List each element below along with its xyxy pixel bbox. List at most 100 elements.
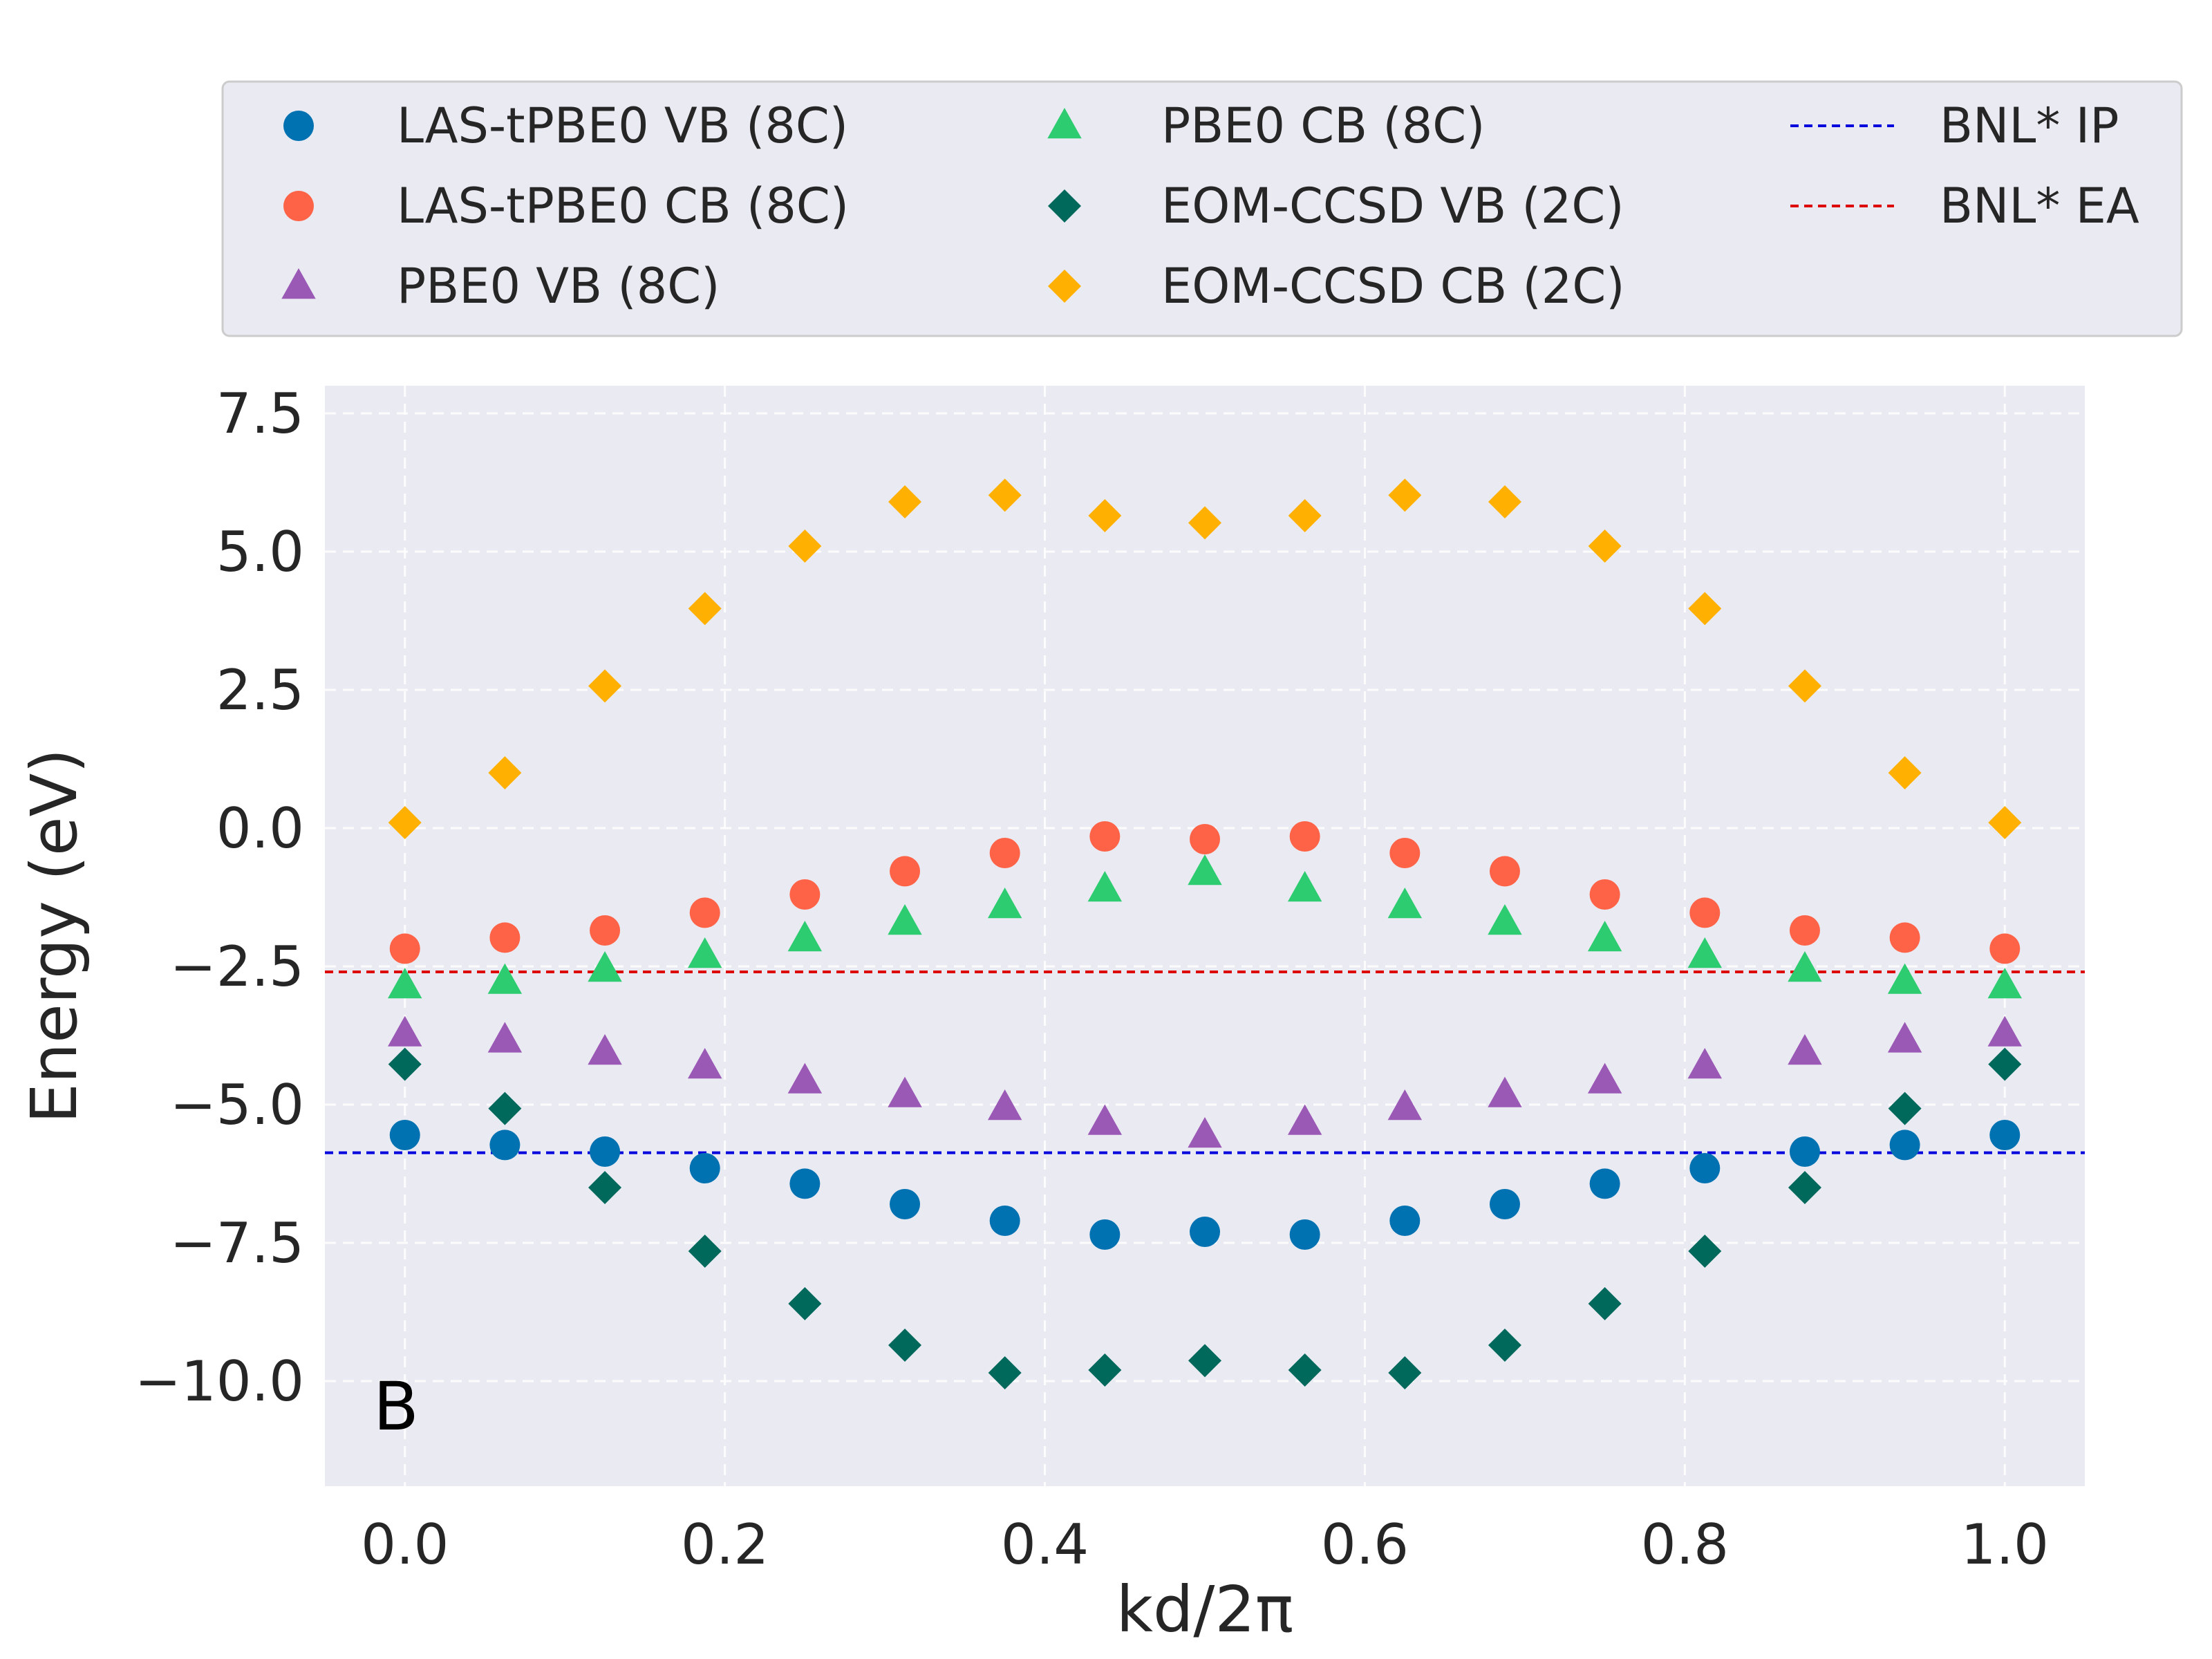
data-point xyxy=(688,592,722,626)
data-point xyxy=(1987,968,2022,999)
data-point xyxy=(1389,838,1421,868)
data-point xyxy=(1488,485,1521,518)
y-tick-label: 0.0 xyxy=(216,796,304,861)
data-point xyxy=(1689,1153,1721,1183)
legend-marker xyxy=(281,268,316,299)
data-point xyxy=(789,879,821,910)
series-2 xyxy=(388,1015,2022,1148)
data-point xyxy=(1288,1353,1322,1387)
data-point xyxy=(789,1168,821,1199)
y-tick-label: 5.0 xyxy=(216,520,304,584)
y-tick-label: −10.0 xyxy=(135,1349,304,1414)
x-tick-label: 0.4 xyxy=(1001,1512,1089,1577)
data-point xyxy=(388,968,422,999)
x-axis-ticks: 0.0 0.2 0.4 0.6 0.8 1.0 xyxy=(361,1512,2049,1577)
legend-label: EOM-CCSD VB (2C) xyxy=(1161,178,1624,234)
data-point xyxy=(1889,922,1920,953)
legend-label: BNL* EA xyxy=(1940,178,2139,234)
data-point xyxy=(1489,856,1520,887)
data-point xyxy=(1987,1015,2022,1047)
legend-label: PBE0 VB (8C) xyxy=(397,258,720,315)
data-point xyxy=(1788,669,1821,703)
data-point xyxy=(1388,1356,1422,1389)
data-point xyxy=(1088,499,1122,532)
legend-entry: LAS-tPBE0 VB (8C) xyxy=(283,97,848,154)
y-tick-label: −2.5 xyxy=(170,935,304,999)
legend-items: LAS-tPBE0 VB (8C) LAS-tPBE0 CB (8C) PBE0 V… xyxy=(281,97,2139,315)
data-point xyxy=(1589,1168,1620,1199)
legend-label: LAS-tPBE0 VB (8C) xyxy=(397,97,848,154)
series-0 xyxy=(389,1120,2021,1250)
legend-label: PBE0 CB (8C) xyxy=(1161,97,1485,154)
y-axis-label: Energy (eV) xyxy=(17,749,91,1124)
data-point xyxy=(1789,915,1820,946)
data-point xyxy=(888,1076,922,1107)
legend: LAS-tPBE0 VB (8C) LAS-tPBE0 CB (8C) PBE0 V… xyxy=(221,80,2183,337)
data-point xyxy=(1587,1062,1622,1094)
data-point xyxy=(987,1089,1022,1121)
legend-marker xyxy=(283,191,314,221)
data-point xyxy=(788,529,822,563)
data-points xyxy=(388,478,2022,1389)
data-point xyxy=(487,1022,523,1053)
data-point xyxy=(688,1048,722,1079)
grid xyxy=(325,386,2085,1486)
legend-box xyxy=(221,80,2183,337)
plot-area: B xyxy=(325,386,2085,1486)
data-point xyxy=(1789,1136,1820,1167)
legend-label: LAS-tPBE0 CB (8C) xyxy=(397,178,849,234)
legend-entry: LAS-tPBE0 CB (8C) xyxy=(283,178,849,234)
y-tick-label: 2.5 xyxy=(216,658,304,722)
data-point xyxy=(1888,756,1922,789)
data-point xyxy=(1289,821,1320,852)
legend-marker xyxy=(283,111,314,141)
series-1 xyxy=(389,821,2021,964)
legend-marker xyxy=(1048,270,1081,303)
data-point xyxy=(1887,963,1922,994)
data-point xyxy=(787,921,823,952)
data-point xyxy=(1188,1117,1222,1148)
data-point xyxy=(890,856,921,887)
data-point xyxy=(1988,806,2022,839)
data-point xyxy=(888,1329,922,1362)
data-point xyxy=(1687,937,1722,968)
data-point xyxy=(1089,821,1121,852)
data-point xyxy=(1887,1022,1922,1053)
data-point xyxy=(688,1235,722,1268)
data-point xyxy=(1587,921,1622,952)
data-point xyxy=(1488,904,1522,935)
y-tick-label: −5.0 xyxy=(170,1073,304,1137)
data-point xyxy=(689,897,720,928)
data-point xyxy=(1488,1329,1521,1362)
data-point xyxy=(688,937,722,968)
data-point xyxy=(1988,1047,2022,1081)
data-point xyxy=(588,951,622,982)
data-point xyxy=(1589,879,1620,910)
data-point xyxy=(1688,592,1722,626)
y-tick-label: −7.5 xyxy=(170,1211,304,1275)
data-point xyxy=(1287,871,1322,902)
data-point xyxy=(1488,1076,1522,1107)
data-point xyxy=(588,669,622,703)
legend-label: BNL* IP xyxy=(1940,97,2119,154)
data-point xyxy=(1088,1353,1122,1387)
data-point xyxy=(888,904,922,935)
data-point xyxy=(389,1120,420,1150)
data-point xyxy=(890,1189,921,1219)
data-point xyxy=(888,485,922,518)
x-tick-label: 0.8 xyxy=(1641,1512,1729,1577)
data-point xyxy=(989,1206,1020,1236)
data-point xyxy=(787,1062,823,1094)
data-point xyxy=(1188,1344,1221,1378)
data-point xyxy=(689,1153,720,1183)
data-point xyxy=(1989,933,2021,964)
data-point xyxy=(588,1171,622,1204)
data-point xyxy=(988,478,1022,512)
series-3 xyxy=(388,854,2022,999)
legend-marker xyxy=(1047,108,1082,139)
data-point xyxy=(389,933,420,964)
legend-entry: PBE0 CB (8C) xyxy=(1047,97,1485,154)
data-point xyxy=(1588,529,1622,563)
data-point xyxy=(1788,1171,1821,1204)
